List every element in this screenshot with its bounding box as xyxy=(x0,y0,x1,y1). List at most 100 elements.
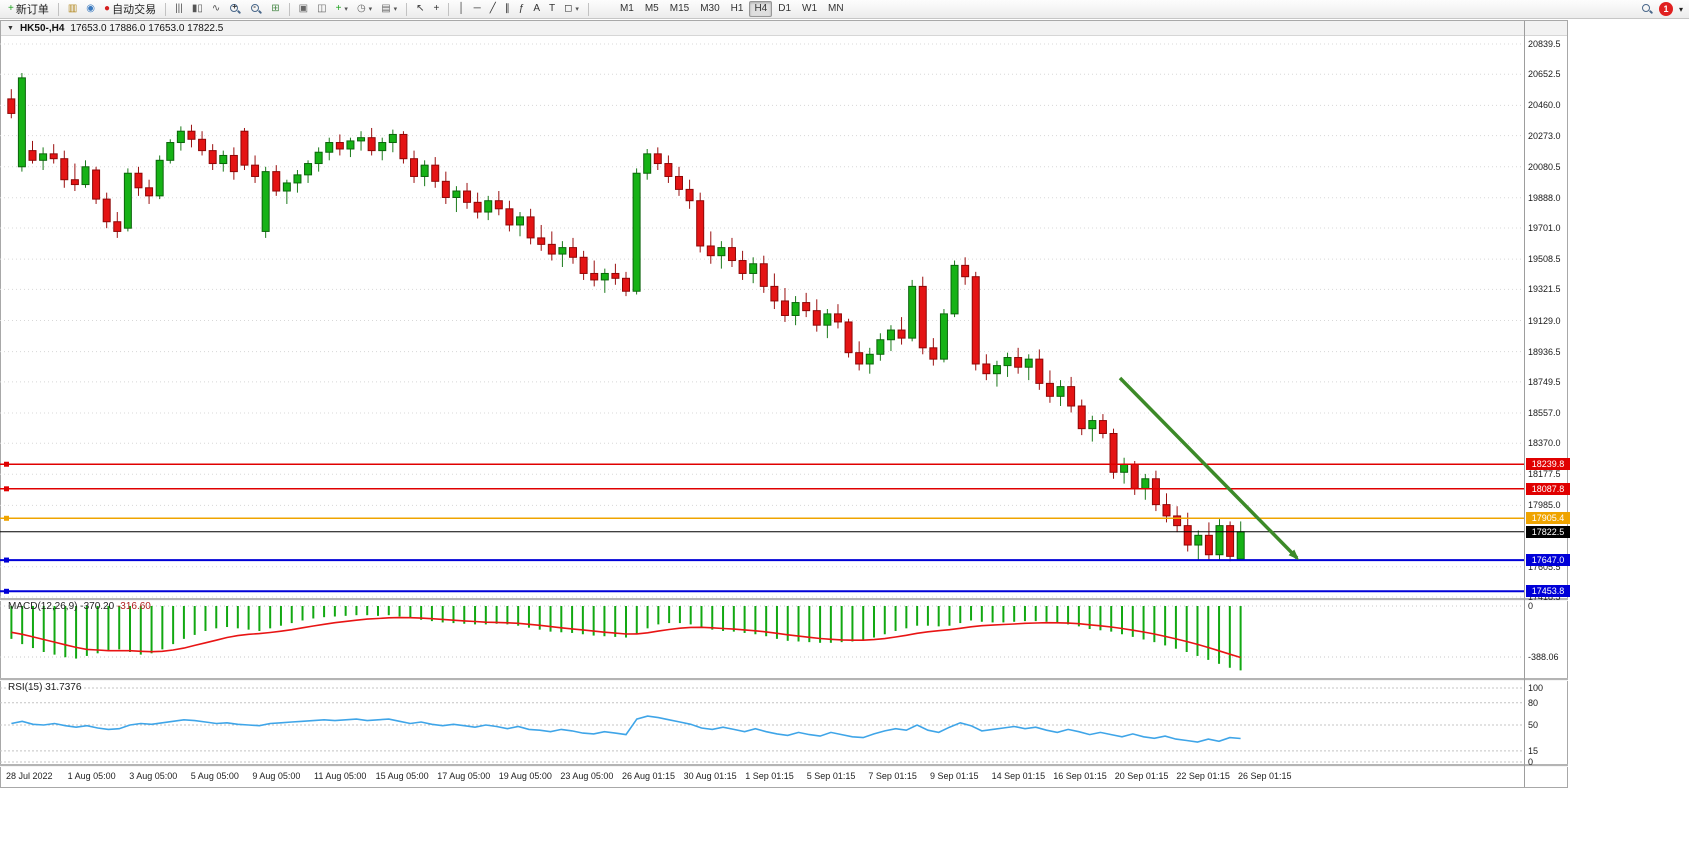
zoom-out-icon: - xyxy=(250,2,262,15)
line-anchor-marker[interactable] xyxy=(4,461,9,467)
macd-axis-tick: 0 xyxy=(1528,601,1534,611)
cascade-windows-button[interactable]: ▣ xyxy=(295,1,312,18)
zoom-in-button[interactable]: + xyxy=(225,1,245,18)
horizontal-line-tool-button[interactable]: ─ xyxy=(470,1,485,18)
price-tick: 19508.5 xyxy=(1528,254,1561,265)
line-chart-type-button[interactable]: ∿ xyxy=(208,1,224,18)
cursor-icon: ↖ xyxy=(416,3,425,14)
rsi-axis-tick: 50 xyxy=(1528,720,1539,730)
new-order-button-label: 新订单 xyxy=(15,4,49,16)
price-badge-17905.4: 17905.4 xyxy=(1526,512,1570,525)
data-window-button[interactable]: ◉ xyxy=(82,1,99,18)
trend-arrow[interactable] xyxy=(1118,376,1300,561)
shapes-tool-button[interactable]: ◻ ▾ xyxy=(560,1,583,18)
macd-axis-tick: -388.06 xyxy=(1528,652,1559,662)
time-label: 7 Sep 01:15 xyxy=(868,771,917,781)
chart-window-frame xyxy=(0,20,1568,788)
candlestick-type-button[interactable]: ▮▯ xyxy=(188,1,207,18)
timeframe-button-d1[interactable]: D1 xyxy=(778,3,792,14)
time-label: 1 Sep 01:15 xyxy=(745,771,794,781)
clock-icon: ◷ xyxy=(356,3,366,14)
zoom-in-icon-overlay: + xyxy=(232,2,237,11)
rsi-axis-tick: 0 xyxy=(1528,757,1534,767)
bar-chart-type-button[interactable]: ||| xyxy=(171,1,187,18)
time-label: 14 Sep 01:15 xyxy=(991,771,1046,781)
panel-splitter-rsi[interactable] xyxy=(0,678,1568,681)
add-indicator-icon: + xyxy=(335,3,342,14)
notification-badge[interactable]: 1 xyxy=(1658,2,1673,16)
channel-icon: ∥ xyxy=(504,3,510,14)
add-indicator-button[interactable]: + ▾ xyxy=(332,1,352,18)
template-menu-button[interactable]: ▤ ▾ xyxy=(377,1,401,18)
rsi-axis-tick: 15 xyxy=(1528,745,1539,756)
time-label: 17 Aug 05:00 xyxy=(437,771,491,781)
timeframe-button-m30[interactable]: M30 xyxy=(700,3,720,14)
period-menu-button[interactable]: ◷ ▾ xyxy=(353,1,376,18)
price-tick: 18370.0 xyxy=(1528,438,1561,449)
timeframe-button-m5[interactable]: M5 xyxy=(644,3,659,14)
candles xyxy=(7,73,1245,562)
price-tick: 20273.0 xyxy=(1528,130,1561,141)
tile-windows-button[interactable]: ⊞ xyxy=(267,1,283,18)
current-price-badge: 17822.5 xyxy=(1526,525,1570,538)
crosshair-icon: + xyxy=(433,3,440,14)
market-watch-icon: ▥ xyxy=(67,3,78,14)
timeframe-button-h4[interactable]: H4 xyxy=(749,1,773,17)
time-label: 15 Aug 05:00 xyxy=(375,771,429,781)
line-anchor-marker[interactable] xyxy=(4,588,9,594)
crosshair-tool-button[interactable]: + xyxy=(430,1,444,18)
market-watch-button[interactable]: ▥ xyxy=(64,1,81,18)
time-label: 16 Sep 01:15 xyxy=(1053,771,1107,781)
tile-windows-icon: ⊞ xyxy=(271,3,280,14)
timeframe-button-h1[interactable]: H1 xyxy=(730,3,744,14)
time-label: 19 Aug 05:00 xyxy=(498,771,552,781)
price-axis[interactable]: 20839.5 20652.5 20460.0 20273.0 20080.5 19888… xyxy=(1526,0,1588,788)
zoom-out-button[interactable]: - xyxy=(246,1,266,18)
time-label: 30 Aug 01:15 xyxy=(683,771,737,781)
arrange-windows-button[interactable]: ◫ xyxy=(313,1,330,18)
window-menu-icon[interactable]: ▼ xyxy=(7,24,14,32)
new-order-icon: + xyxy=(8,3,14,14)
price-badge-18087.8: 18087.8 xyxy=(1526,482,1570,495)
panel-splitter-timeaxis[interactable] xyxy=(0,764,1568,767)
toolbar-overflow-icon[interactable]: ▾ xyxy=(1678,4,1683,14)
rsi-value: 31.7376 xyxy=(45,682,82,693)
price-tick: 19701.0 xyxy=(1528,223,1561,234)
line-anchor-marker[interactable] xyxy=(4,486,9,492)
channel-tool-button[interactable]: ∥ xyxy=(501,1,514,18)
trendline-tool-button[interactable]: ╱ xyxy=(486,1,500,18)
timeframe-button-mn[interactable]: MN xyxy=(828,3,844,14)
data-window-icon: ◉ xyxy=(86,3,96,14)
time-axis[interactable]: 28 Jul 2022 1 Aug 05:00 3 Aug 05:00 5 Aug 0… xyxy=(0,768,1524,786)
time-label: 23 Aug 05:00 xyxy=(560,771,614,781)
line-anchor-marker[interactable] xyxy=(4,515,9,521)
main-chart[interactable] xyxy=(0,0,1524,788)
horizontal-line-icon: ─ xyxy=(473,3,481,14)
timeframe-button-m15[interactable]: M15 xyxy=(669,3,690,14)
text-tool-button[interactable]: A xyxy=(529,1,544,18)
toolbar-right: 1 ▾ xyxy=(1641,2,1685,16)
toolbar-items: + 新订单 ▥ ◉ ● 自动交易 ||| ▮▯ ∿ + - ⊞ ▣ ◫ + ▾ ◷ ▾ ▤ ▾ ↖ + │ ─ ╱ ∥ ƒ A T ◻ ▾ xyxy=(4,1,593,18)
timeframe-button-m1[interactable]: M1 xyxy=(619,3,634,14)
vertical-line-tool-button[interactable]: │ xyxy=(454,1,468,18)
cursor-tool-button[interactable]: ↖ xyxy=(412,1,428,18)
time-label: 26 Sep 01:15 xyxy=(1238,771,1292,781)
panel-splitter-macd[interactable] xyxy=(0,598,1568,601)
timeframe-button-w1[interactable]: W1 xyxy=(802,3,818,14)
macd-label: MACD(12,26,9) -370.20 -316.60 xyxy=(8,601,151,612)
label-tool-button[interactable]: T xyxy=(545,1,559,18)
search-icon[interactable] xyxy=(1641,3,1653,15)
fibonacci-tool-button[interactable]: ƒ xyxy=(515,1,529,18)
fibonacci-icon: ƒ xyxy=(518,3,525,14)
template-icon: ▤ xyxy=(381,3,391,14)
toolbar-separator xyxy=(448,2,450,16)
line-anchor-marker[interactable] xyxy=(4,557,9,563)
auto-trading-button[interactable]: ● 自动交易 xyxy=(100,1,160,18)
price-lines xyxy=(0,461,1524,594)
time-label: 1 Aug 05:00 xyxy=(67,771,116,781)
rsi-axis-tick: 100 xyxy=(1528,683,1544,693)
price-gridlines xyxy=(0,43,1524,598)
new-order-button[interactable]: + 新订单 xyxy=(4,1,53,18)
macd-title: MACD(12,26,9) xyxy=(8,601,78,612)
